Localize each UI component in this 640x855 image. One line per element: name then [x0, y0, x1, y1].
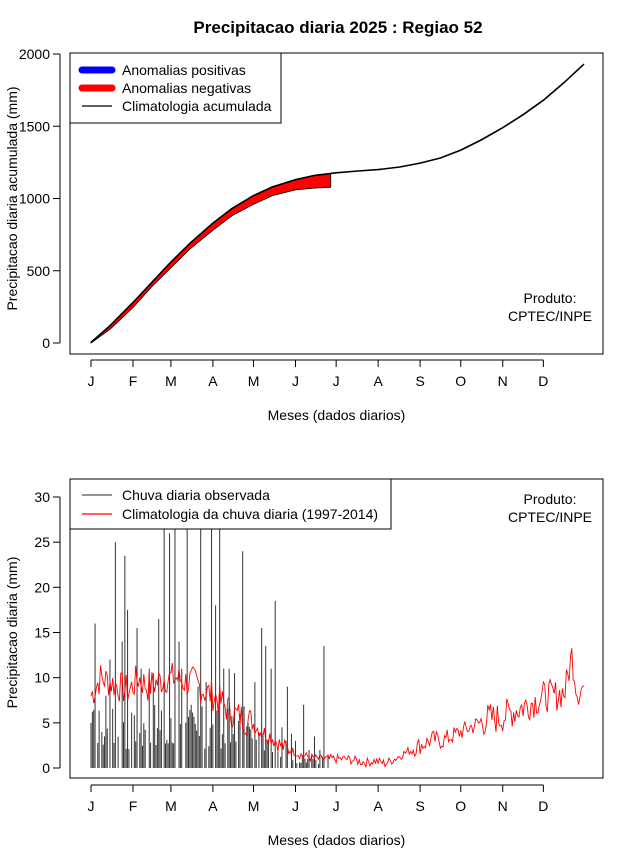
bottom-x-tick-label: N: [498, 798, 508, 814]
observed-rain-bars: [90, 497, 329, 768]
bottom-x-tick-label: A: [208, 798, 218, 814]
top-annotation-line: CPTEC/INPE: [508, 308, 592, 324]
top-x-tick-label: M: [165, 373, 177, 389]
top-x-tick-label: J: [292, 373, 299, 389]
bottom-y-tick-label: 10: [34, 670, 50, 686]
top-plot-frame: [69, 52, 604, 355]
bottom-x-axis-label: Meses (dados diarios): [268, 832, 406, 848]
bottom-y-tick-label: 30: [34, 489, 50, 505]
top-x-tick-label: J: [333, 373, 340, 389]
bottom-x-tick-label: F: [129, 798, 138, 814]
bottom-x-tick-label: M: [165, 798, 177, 814]
top-annotation-line: Produto:: [524, 290, 577, 306]
climatology-daily-line: [90, 648, 585, 769]
bottom-annotation-line: CPTEC/INPE: [508, 509, 592, 525]
chart-title: Precipitacao diaria 2025 : Regiao 52: [193, 18, 482, 37]
bottom-y-tick-label: 5: [42, 715, 50, 731]
top-legend-label: Anomalias positivas: [122, 62, 246, 78]
top-y-tick-label: 1000: [19, 191, 50, 207]
bottom-legend-label: Climatologia da chuva diaria (1997-2014): [122, 506, 378, 522]
top-y-axis-label: Precipitacao diaria acumulada (mm): [4, 86, 20, 310]
bottom-x-tick-label: J: [292, 798, 299, 814]
top-x-tick-label: S: [415, 373, 424, 389]
bottom-legend-label: Chuva diaria observada: [122, 487, 270, 503]
bottom-annotation-line: Produto:: [524, 491, 577, 507]
negative-anomaly-area: [90, 172, 332, 344]
top-y-tick-label: 500: [27, 263, 51, 279]
top-x-tick-label: D: [538, 373, 548, 389]
bottom-x-tick-label: O: [455, 798, 466, 814]
bottom-y-tick-label: 0: [42, 760, 50, 776]
top-x-axis-label: Meses (dados diarios): [268, 407, 406, 423]
bottom-x-tick-label: J: [88, 798, 95, 814]
bottom-y-axis-label: Precipitacao diaria (mm): [4, 557, 20, 709]
bottom-x-tick-label: D: [538, 798, 548, 814]
top-legend-label: Climatologia acumulada: [122, 98, 272, 114]
climatology-accumulated-line: [90, 63, 585, 343]
top-x-tick-label: J: [88, 373, 95, 389]
top-y-tick-label: 2000: [19, 46, 50, 62]
top-x-tick-label: N: [498, 373, 508, 389]
top-x-tick-label: F: [129, 373, 138, 389]
top-y-tick-label: 1500: [19, 118, 50, 134]
top-y-tick-label: 0: [42, 335, 50, 351]
top-legend-label: Anomalias negativas: [122, 80, 251, 96]
bottom-y-tick-label: 25: [34, 534, 50, 550]
bottom-y-tick-label: 15: [34, 625, 50, 641]
top-x-tick-label: A: [208, 373, 218, 389]
bottom-y-tick-label: 20: [34, 579, 50, 595]
bottom-x-tick-label: J: [333, 798, 340, 814]
bottom-x-tick-label: M: [248, 798, 260, 814]
top-x-tick-label: M: [248, 373, 260, 389]
bottom-x-tick-label: S: [415, 798, 424, 814]
bottom-legend-box: [69, 478, 392, 530]
bottom-x-tick-label: A: [373, 798, 383, 814]
top-x-tick-label: A: [373, 373, 383, 389]
top-x-tick-label: O: [455, 373, 466, 389]
